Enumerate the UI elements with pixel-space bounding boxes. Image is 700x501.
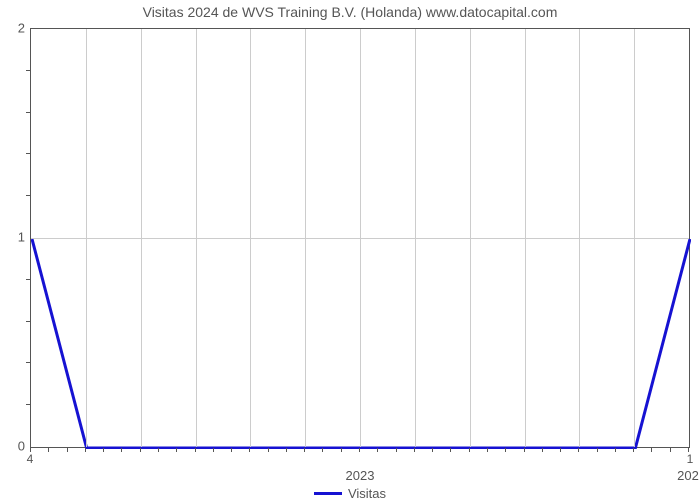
series-polyline [32,239,690,448]
x-tick-minor [140,448,141,452]
x-tick-minor [231,448,232,452]
x-tick-minor [103,448,104,452]
x-tick-minor [268,448,269,452]
x-tick-minor [304,448,305,452]
x-axis-year-center: 2023 [346,468,375,483]
x-tick-minor [286,448,287,452]
x-tick-minor [450,448,451,452]
y-axis-label: 1 [10,230,25,245]
x-tick-minor [524,448,525,452]
x-tick-minor [158,448,159,452]
x-tick-minor [597,448,598,452]
x-tick-minor [121,448,122,452]
x-tick-minor [505,448,506,452]
y-tick-minor [26,195,30,196]
chart-title: Visitas 2024 de WVS Training B.V. (Holan… [0,4,700,20]
x-tick-minor [213,448,214,452]
x-tick-minor [670,448,671,452]
y-tick-minor [26,112,30,113]
y-tick-minor [26,362,30,363]
x-tick-minor [432,448,433,452]
x-tick-minor [322,448,323,452]
x-tick-minor [249,448,250,452]
x-tick-minor [542,448,543,452]
y-axis-label: 0 [10,439,25,454]
chart-container: Visitas 2024 de WVS Training B.V. (Holan… [0,0,700,500]
x-axis-left-label: 4 [27,452,34,466]
x-tick-minor [487,448,488,452]
x-tick-minor [48,448,49,452]
gridline-horizontal [31,238,689,239]
x-tick-minor [359,448,360,452]
legend: Visitas [0,486,700,501]
x-tick-minor [195,448,196,452]
y-tick-minor [26,404,30,405]
y-tick-minor [26,153,30,154]
legend-label: Visitas [348,486,386,501]
series-line [31,29,691,449]
plot-area [30,28,690,448]
x-tick-minor [396,448,397,452]
x-tick-minor [578,448,579,452]
x-tick-minor [560,448,561,452]
x-axis-right-label: 1 [687,452,694,466]
x-tick-minor [377,448,378,452]
x-tick-minor [67,448,68,452]
y-tick-minor [26,321,30,322]
x-tick-minor [469,448,470,452]
x-tick-minor [615,448,616,452]
y-axis-label: 2 [10,21,25,36]
legend-swatch [314,492,342,495]
y-tick-minor [26,70,30,71]
x-tick-minor [341,448,342,452]
x-tick-minor [85,448,86,452]
x-tick-minor [651,448,652,452]
y-tick-minor [26,279,30,280]
x-tick-minor [414,448,415,452]
x-tick-minor [176,448,177,452]
x-axis-year-right: 202 [677,468,699,483]
x-tick-minor [633,448,634,452]
